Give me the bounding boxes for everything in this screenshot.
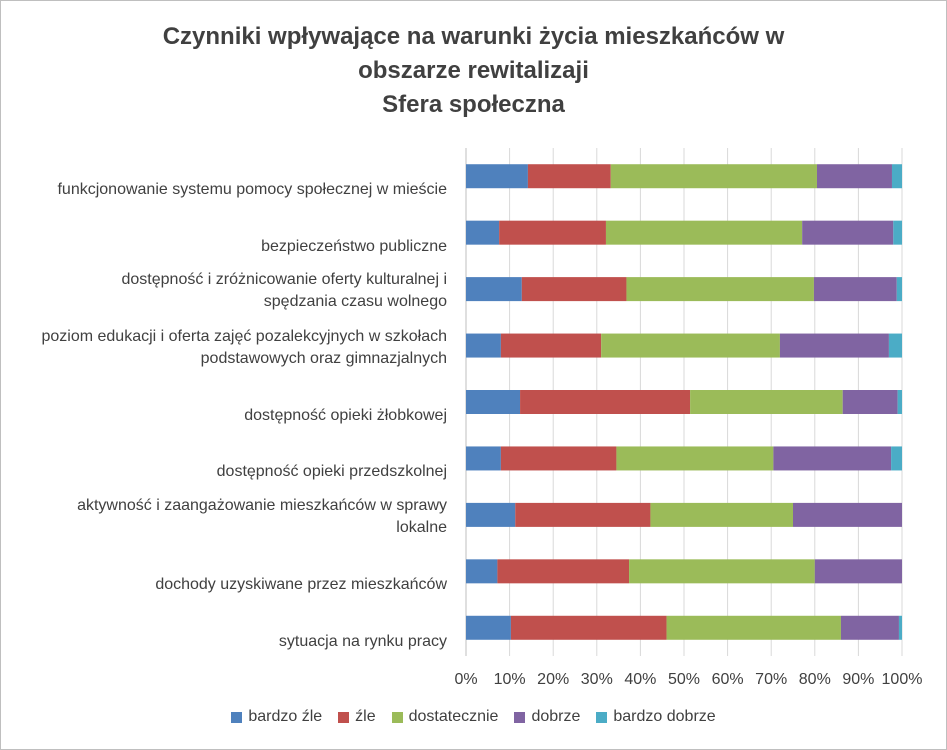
bar-segment xyxy=(840,615,899,640)
bar-segment xyxy=(893,220,902,245)
legend-item: dobrze xyxy=(514,708,580,726)
legend-label: bardzo dobrze xyxy=(613,708,716,725)
legend-item: bardzo dobrze xyxy=(596,708,716,726)
x-tick-label: 20% xyxy=(537,671,569,688)
bar-segment xyxy=(891,164,902,189)
category-label: dostępność i zróżnicowanie oferty kultur… xyxy=(0,269,448,313)
x-tick-label: 0% xyxy=(454,671,477,688)
x-tick-label: 70% xyxy=(755,671,787,688)
legend-swatch xyxy=(338,711,350,723)
bar-segment xyxy=(629,559,815,584)
category-label: dostępność opieki przedszkolnej xyxy=(0,461,447,483)
category-label-line: dostępność opieki przedszkolnej xyxy=(216,463,447,481)
bar-segment xyxy=(515,502,651,527)
bar-segment xyxy=(466,390,521,414)
bar-segment xyxy=(616,446,774,471)
bar-segment xyxy=(888,333,902,358)
x-tick-label: 60% xyxy=(712,671,744,688)
category-label-line: dostępność opieki żłobkowej xyxy=(244,407,447,424)
category-label-line: funkcjonowanie systemu pomocy społecznej… xyxy=(57,181,447,199)
bar-segment xyxy=(666,615,841,640)
legend-swatch xyxy=(231,711,243,723)
category-label: aktywność i zaangażowanie mieszkańców w … xyxy=(0,495,447,539)
bar-segment xyxy=(510,615,667,640)
bar-segment xyxy=(499,220,606,245)
legend-item: dostatecznie xyxy=(391,708,499,726)
category-label: funkcjonowanie systemu pomocy społecznej… xyxy=(0,179,447,201)
category-label: dochody uzyskiwane przez mieszkańców xyxy=(0,574,447,596)
category-label: bezpieczeństwo publiczne xyxy=(0,236,447,258)
category-label-line: poziom edukacji i oferta zajęć pozalekcy… xyxy=(41,327,447,345)
bar-segment xyxy=(605,220,803,245)
x-tick-label: 30% xyxy=(581,671,613,688)
category-label-line: aktywność i zaangażowanie mieszkańców w … xyxy=(77,496,447,514)
bar-segment xyxy=(793,502,902,527)
bar-segment xyxy=(897,390,902,414)
bar-segment xyxy=(500,333,602,358)
legend-swatch xyxy=(596,711,608,723)
x-tick-label: 50% xyxy=(668,671,700,688)
x-tick-label: 40% xyxy=(624,671,656,688)
bar-segment xyxy=(466,164,528,189)
bar-segment xyxy=(610,164,817,189)
bar-segment xyxy=(466,277,522,302)
legend-label: źle xyxy=(355,708,376,725)
legend-label: dobrze xyxy=(531,708,581,725)
x-tick-label: 90% xyxy=(842,671,874,688)
legend-item: bardzo źle xyxy=(231,708,322,726)
category-label: poziom edukacji i oferta zajęć pozalekcy… xyxy=(0,326,447,370)
bar-segment xyxy=(466,333,501,358)
bar-segment xyxy=(497,559,630,584)
bar-segment xyxy=(626,277,814,302)
category-label-line: lokalne xyxy=(396,518,447,536)
category-label-line: podstawowych oraz gimnazjalnych xyxy=(200,349,447,367)
x-tick-label: 80% xyxy=(799,671,831,688)
x-tick-label: 100% xyxy=(882,671,923,688)
bar-segment xyxy=(898,615,902,640)
legend-swatch xyxy=(391,711,403,723)
bar-segment xyxy=(896,277,902,302)
category-label: sytuacja na rynku pracy xyxy=(0,631,447,653)
category-label-line: bezpieczeństwo publiczne xyxy=(261,237,447,255)
x-tick-label: 10% xyxy=(494,671,526,688)
bar-segment xyxy=(601,333,780,358)
bar-segment xyxy=(500,446,617,471)
chart-title-line: obszarze rewitalizaji xyxy=(358,57,589,84)
bar-segment xyxy=(466,615,511,640)
bar-segment xyxy=(520,390,691,414)
category-label-line: dostępność i zróżnicowanie oferty kultur… xyxy=(121,271,448,289)
bar-segment xyxy=(816,164,892,189)
chart-title-line: Czynniki wpływające na warunki życia mie… xyxy=(162,23,785,50)
bar-segment xyxy=(813,277,897,302)
bar-segment xyxy=(466,502,516,527)
bar-segment xyxy=(690,390,843,414)
legend-item: źle xyxy=(338,708,376,726)
bar-segment xyxy=(466,220,500,245)
bar-segment xyxy=(466,446,501,471)
category-label-line: dochody uzyskiwane przez mieszkańców xyxy=(155,576,447,594)
legend-label: dostatecznie xyxy=(408,708,499,725)
bar-segment xyxy=(527,164,611,189)
bar-segment xyxy=(521,277,627,302)
bar-segment xyxy=(891,446,902,471)
bar-segment xyxy=(650,502,793,527)
category-label-line: sytuacja na rynku pracy xyxy=(278,632,447,650)
chart-title-line: Sfera społeczna xyxy=(382,91,565,118)
legend-label: bardzo źle xyxy=(248,708,323,725)
legend: bardzo źle źle dostatecznie dobrze bardzo do… xyxy=(0,708,947,726)
chart-title: Czynniki wpływające na warunki życia mie… xyxy=(0,20,947,122)
category-label-line: spędzania czasu wolnego xyxy=(263,293,447,311)
category-label: dostępność opieki żłobkowej xyxy=(0,405,447,427)
bar-segment xyxy=(814,559,902,584)
bar-segment xyxy=(773,446,892,471)
legend-swatch xyxy=(514,711,526,723)
bar-segment xyxy=(779,333,889,358)
bar-segment xyxy=(802,220,894,245)
bar-segment xyxy=(842,390,898,414)
bar-segment xyxy=(466,559,498,584)
